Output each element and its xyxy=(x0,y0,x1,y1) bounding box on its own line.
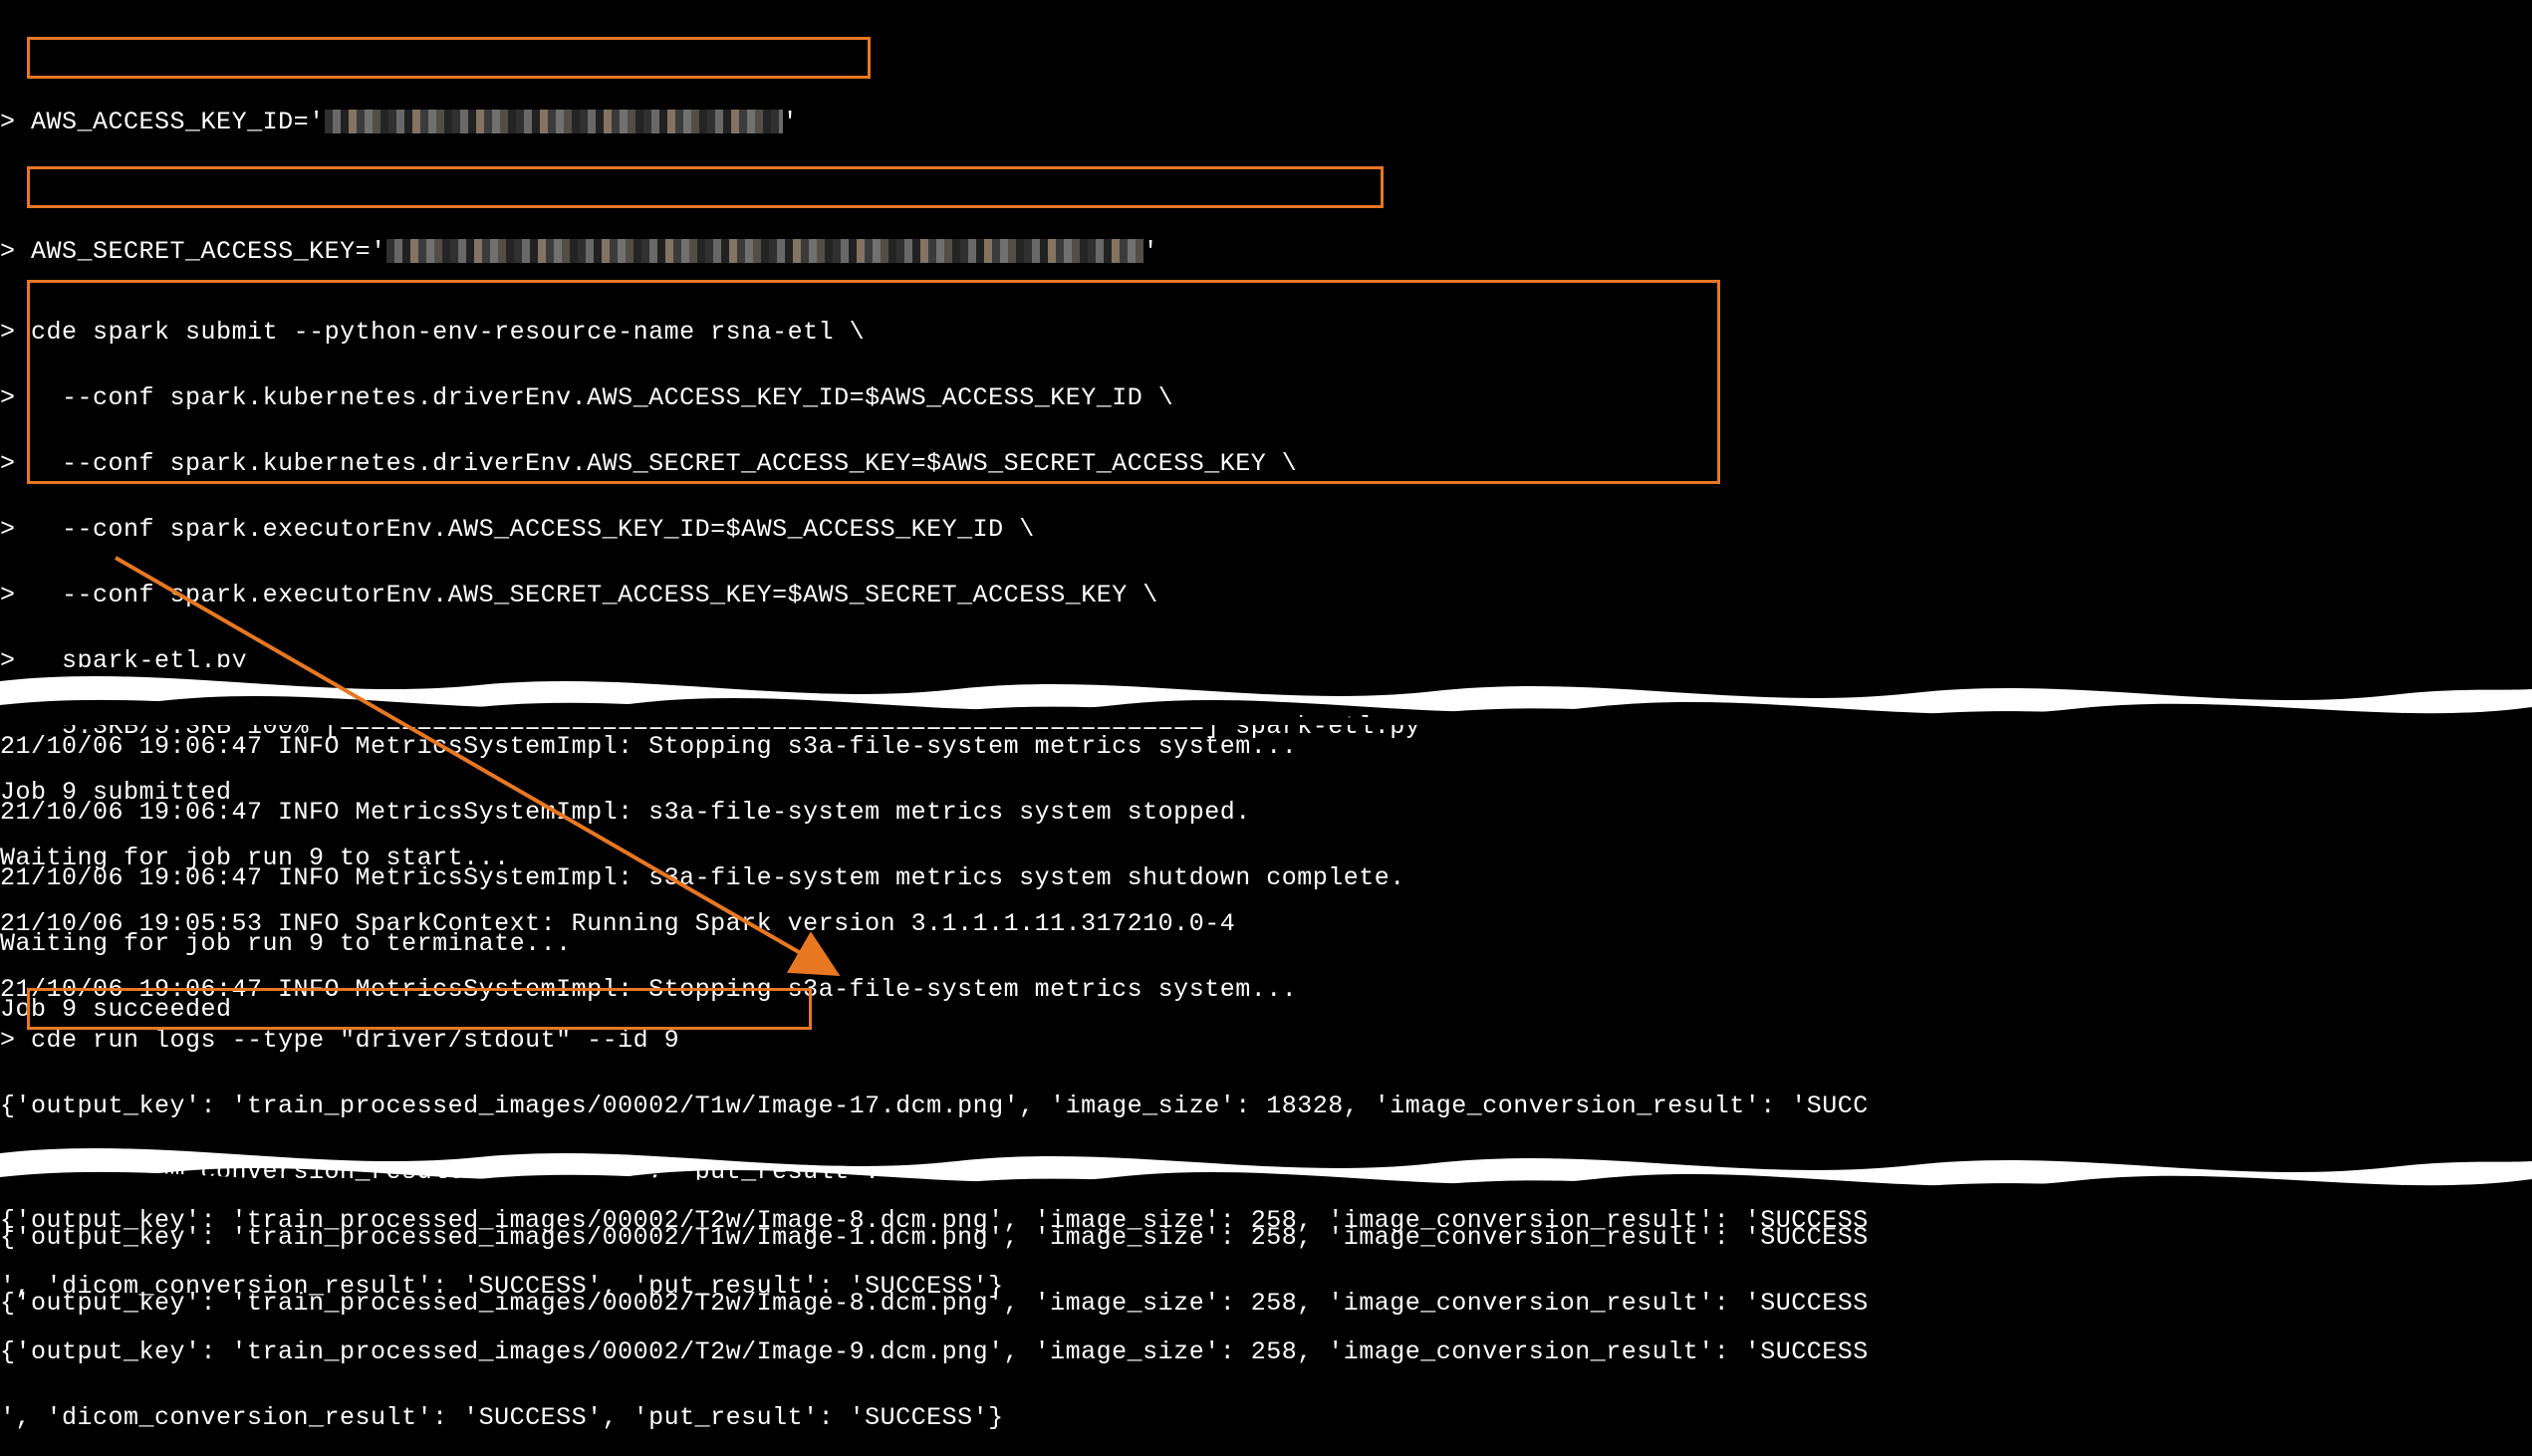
submit-l6: spark-etl.py xyxy=(31,646,247,675)
out-mstop2: 21/10/06 19:06:47 INFO MetricsSystemImpl… xyxy=(0,796,1405,829)
prompt: > xyxy=(0,515,16,544)
env2-prefix: AWS_SECRET_ACCESS_KEY=' xyxy=(31,237,386,266)
prompt: > xyxy=(0,383,16,412)
submit-l3: --conf spark.kubernetes.driverEnv.AWS_SE… xyxy=(31,449,1297,478)
cmd-env2: > AWS_SECRET_ACCESS_KEY=' ' xyxy=(0,235,1158,268)
prompt: > xyxy=(0,237,16,266)
submit-l1: cde spark submit --python-env-resource-n… xyxy=(31,318,865,347)
out-mstop1-dup: 21/10/06 19:06:47 INFO MetricsSystemImpl… xyxy=(0,730,1405,763)
cmd-logs: cde run logs --type "driver/stdout" --id… xyxy=(31,1026,679,1055)
out-log3b: ', 'dicom_conversion_result': 'SUCCESS',… xyxy=(0,1270,1869,1303)
env1-suffix: ' xyxy=(783,108,799,136)
out-log1: {'output_key': 'train_processed_images/0… xyxy=(0,1090,1869,1122)
cmd-env1: > AWS_ACCESS_KEY_ID=' ' xyxy=(0,106,798,138)
env1-redacted xyxy=(325,110,783,133)
block-logs-tail: {'output_key': 'train_processed_images/0… xyxy=(0,1171,1869,1456)
prompt: > xyxy=(0,449,16,478)
submit-l4: --conf spark.executorEnv.AWS_ACCESS_KEY_… xyxy=(31,515,1035,544)
prompt: > xyxy=(0,108,16,136)
env1-prefix: AWS_ACCESS_KEY_ID=' xyxy=(31,108,325,136)
prompt: > xyxy=(0,581,16,609)
terminal: > AWS_ACCESS_KEY_ID=' ' > AWS_SECRET_ACCE… xyxy=(0,0,2532,1456)
env2-redacted xyxy=(386,239,1143,263)
submit-l2: --conf spark.kubernetes.driverEnv.AWS_AC… xyxy=(31,383,1173,412)
prompt: > xyxy=(0,646,16,675)
prompt: > xyxy=(0,318,16,347)
prompt: > xyxy=(0,1026,16,1055)
out-waitterm: Waiting for job run 9 to terminate... xyxy=(0,927,1405,960)
out-mstop3: 21/10/06 19:06:47 INFO MetricsSystemImpl… xyxy=(0,861,1405,894)
submit-l5: --conf spark.executorEnv.AWS_SECRET_ACCE… xyxy=(31,581,1158,609)
out-log4b: ', 'dicom_conversion_result': 'SUCCESS',… xyxy=(0,1401,1869,1434)
env2-suffix: ' xyxy=(1143,237,1159,266)
out-log3-dup: {'output_key': 'train_processed_images/0… xyxy=(0,1204,1869,1237)
out-log4: {'output_key': 'train_processed_images/0… xyxy=(0,1335,1869,1368)
